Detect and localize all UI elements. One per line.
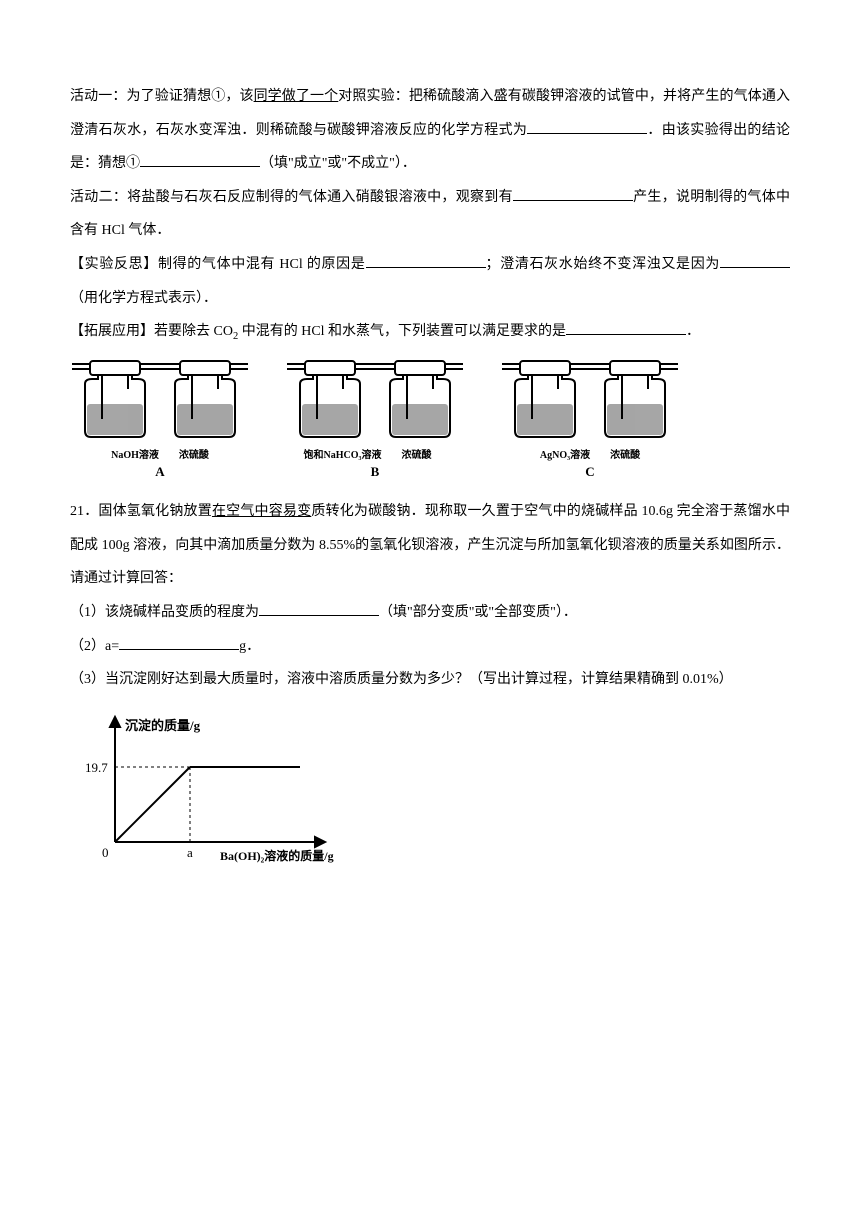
apparatus-diagram: NaOH溶液 浓硫酸 A [70, 359, 790, 480]
q21-sub1: （1）该烧碱样品变质的程度为 （填"部分变质"或"全部变质"）． [70, 596, 790, 630]
graph-svg: 沉淀的质量/g 19.7 0 a Ba(OH)₂溶液的质量/g [70, 712, 350, 872]
a1-underline: 同学做了一个 [254, 89, 339, 104]
graph-yvalue: 19.7 [85, 760, 108, 775]
blank-observation [513, 187, 633, 201]
letter-b: B [371, 464, 380, 480]
letter-a: A [155, 464, 164, 480]
reflection-text: 【实验反思】制得的气体中混有 HCl 的原因是 ；澄清石灰水始终不变浑浊又是因为 （… [70, 248, 790, 315]
blank-reason2 [720, 254, 790, 268]
bottle-svg-b [285, 359, 465, 444]
label-b2: 浓硫酸 [402, 446, 432, 461]
bottle-labels-a: NaOH溶液 浓硫酸 [111, 446, 209, 461]
bottle-svg-c [500, 359, 680, 444]
label-c2: 浓硫酸 [610, 446, 640, 461]
q21-sub1-text: （1）该烧碱样品变质的程度为 [70, 605, 259, 620]
q21-text1: 固体氢氧化钠放置 [98, 504, 212, 519]
q21-sub3: （3）当沉淀刚好达到最大质量时，溶液中溶质质量分数为多少？（写出计算过程，计算结… [70, 663, 790, 697]
graph-xlabel: Ba(OH)₂溶液的质量/g [220, 848, 334, 863]
q21-sub2-text: （2）a= [70, 639, 119, 654]
ref-text3: （用化学方程式表示）． [70, 291, 217, 306]
ref-text1: 制得的气体中混有 HCl 的原因是 [158, 257, 366, 272]
graph-ylabel: 沉淀的质量/g [125, 718, 201, 733]
a2-text1: 活动二：将盐酸与石灰石反应制得的气体通入硝酸银溶液中，观察到有 [70, 190, 513, 205]
blank-device [566, 321, 686, 335]
extension-label: 【拓展应用】 [70, 324, 154, 339]
bottle-svg-a [70, 359, 250, 444]
ref-text2: ；澄清石灰水始终不变浑浊又是因为 [486, 257, 721, 272]
label-a2: 浓硫酸 [179, 446, 209, 461]
q21-sub2-end: g． [239, 639, 260, 654]
label-c1: AgNO₃溶液 [540, 446, 590, 461]
bottle-labels-b: 饱和NaHCO₃溶液 浓硫酸 [319, 446, 432, 461]
graph-origin: 0 [102, 845, 109, 860]
blank-a-value [119, 636, 239, 650]
apparatus-group-a: NaOH溶液 浓硫酸 A [70, 359, 250, 480]
q21-sub2: （2）a= g． [70, 630, 790, 664]
blank-conclusion [140, 153, 260, 167]
graph-container: 沉淀的质量/g 19.7 0 a Ba(OH)₂溶液的质量/g [70, 712, 790, 877]
q21-text: 21．固体氢氧化钠放置在空气中容易变质转化为碳酸钠．现称取一久置于空气中的烧碱样… [70, 495, 790, 596]
ext-text1b: 中混有的 HCl 和水蒸气，下列装置可以满足要求的是 [238, 324, 566, 339]
q21-num: 21． [70, 504, 98, 519]
a1-text3: （填"成立"或"不成立"）． [260, 156, 416, 171]
bottle-labels-c: AgNO₃溶液 浓硫酸 [540, 446, 640, 461]
ext-text2: ． [686, 324, 700, 339]
graph-xpoint: a [187, 845, 193, 860]
q21-sub1-end: （填"部分变质"或"全部变质"）． [379, 605, 577, 620]
ext-text1: 若要除去 CO [154, 324, 233, 339]
a1-prefix: 活动一：为了验证猜想①，该 [70, 89, 254, 104]
blank-equation [527, 120, 647, 134]
blank-degree [259, 602, 379, 616]
label-b1: 饱和NaHCO₃溶液 [304, 446, 382, 461]
reflection-label: 【实验反思】 [70, 257, 158, 272]
activity1-text: 活动一：为了验证猜想①，该同学做了一个对照实验：把稀硫酸滴入盛有碳酸钾溶液的试管… [70, 80, 790, 181]
blank-reason [366, 254, 486, 268]
q21-sub3-text: （3）当沉淀刚好达到最大质量时，溶液中溶质质量分数为多少？（写出计算过程，计算结… [70, 672, 733, 687]
apparatus-group-b: 饱和NaHCO₃溶液 浓硫酸 B [285, 359, 465, 480]
label-a1: NaOH溶液 [111, 446, 159, 461]
letter-c: C [585, 464, 594, 480]
q21-underline: 在空气中容易变 [212, 504, 311, 519]
extension-text: 【拓展应用】若要除去 CO2 中混有的 HCl 和水蒸气，下列装置可以满足要求的… [70, 315, 790, 349]
activity2-text: 活动二：将盐酸与石灰石反应制得的气体通入硝酸银溶液中，观察到有产生，说明制得的气… [70, 181, 790, 248]
apparatus-group-c: AgNO₃溶液 浓硫酸 C [500, 359, 680, 480]
